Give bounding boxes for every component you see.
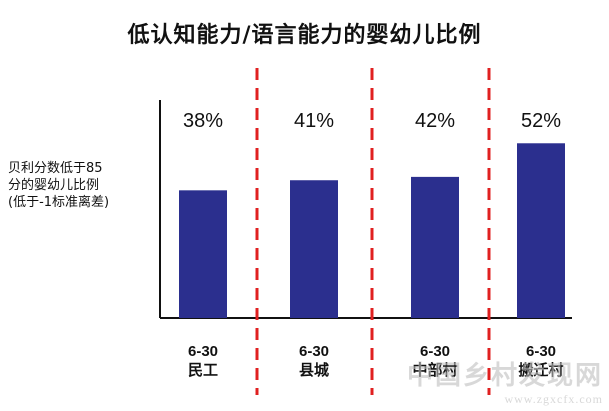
data-label-1: 38%	[182, 110, 224, 132]
bar-3	[411, 176, 459, 318]
category-label-1: 6-30 民工	[158, 342, 248, 380]
data-label-3: 42%	[414, 110, 456, 132]
y-axis-label: 贝利分数低于85 分的婴幼儿比例 (低于-1标准离差)	[8, 160, 158, 211]
y-axis-label-line-1: 贝利分数低于85	[8, 161, 103, 176]
bar-2	[290, 180, 338, 318]
category-label-4: 6-30 搬迁村	[496, 342, 586, 380]
category-range-3: 6-30	[419, 343, 451, 360]
watermark-url: www.zgxcfx.com	[504, 392, 603, 406]
category-range-2: 6-30	[298, 343, 330, 360]
data-label-2: 41%	[293, 110, 335, 132]
category-label-2: 6-30 县城	[269, 342, 359, 380]
category-label-3: 6-30 中部村	[390, 342, 480, 380]
bar-1	[179, 190, 227, 318]
category-range-1: 6-30	[187, 343, 219, 360]
category-range-4: 6-30	[525, 343, 557, 360]
category-name-4: 搬迁村	[518, 361, 564, 379]
data-label-4: 52%	[520, 110, 562, 132]
category-name-3: 中部村	[412, 361, 458, 379]
y-axis-label-line-2: 分的婴幼儿比例	[8, 178, 100, 193]
bar-4	[517, 143, 565, 318]
category-name-2: 县城	[298, 361, 329, 379]
watermark: 中国乡村发现网 www.zgxcfx.com	[407, 355, 603, 407]
watermark-text: 中国乡村发现网	[406, 361, 603, 390]
y-axis-label-line-3: (低于-1标准离差)	[8, 195, 110, 210]
chart-title: 低认知能力/语言能力的婴幼儿比例	[127, 23, 482, 48]
category-name-1: 民工	[187, 361, 218, 379]
